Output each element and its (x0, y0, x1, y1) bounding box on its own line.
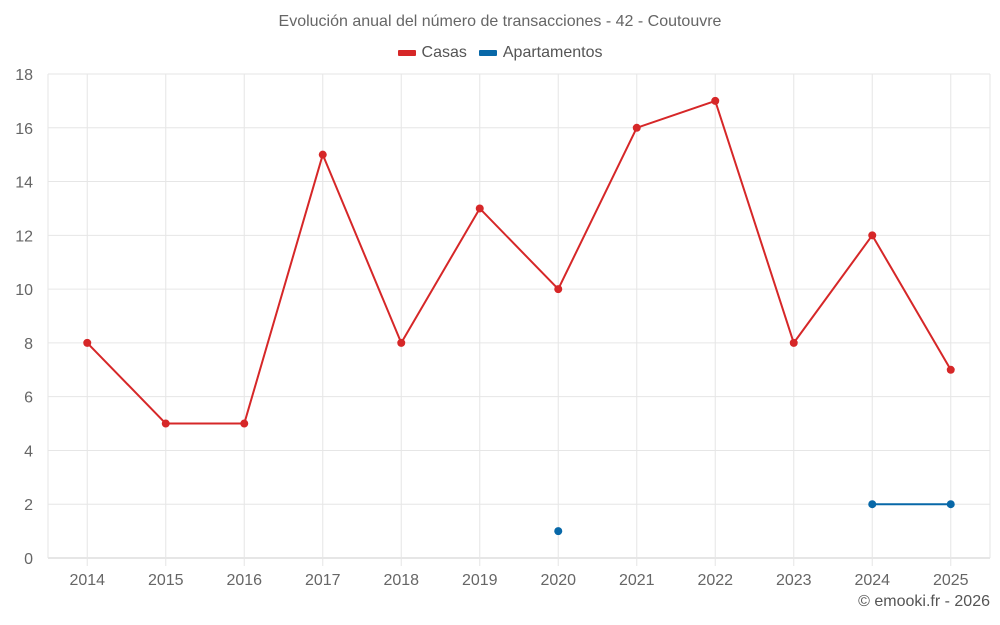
series-line (86, 99, 952, 425)
x-tick-label: 2019 (462, 572, 498, 589)
chart-legend: Casas Apartamentos (0, 44, 1000, 62)
x-tick-label: 2022 (697, 572, 733, 589)
data-point-marker (554, 285, 563, 294)
y-tick-label: 2 (24, 497, 33, 514)
data-point-marker (397, 338, 406, 347)
data-point-marker (789, 338, 798, 347)
data-point-marker (711, 96, 720, 105)
y-tick-label: 0 (24, 551, 33, 568)
credit-text: © emooki.fr - 2026 (858, 593, 990, 610)
y-tick-label: 16 (15, 121, 33, 138)
chart-title: Evolución anual del número de transaccio… (278, 13, 722, 30)
y-tick-label: 12 (15, 228, 33, 245)
legend-item-casas[interactable]: Casas (397, 44, 467, 62)
x-tick-label: 2020 (540, 572, 576, 589)
data-point-marker (632, 123, 641, 132)
x-tick-label: 2015 (148, 572, 184, 589)
data-point-marker (83, 338, 92, 347)
data-point-marker (946, 500, 955, 509)
data-point-marker (868, 500, 877, 509)
legend-label: Casas (421, 44, 467, 61)
data-point-marker (554, 527, 563, 536)
x-tick-label: 2023 (776, 572, 812, 589)
legend-label: Apartamentos (502, 44, 603, 61)
data-point-marker (946, 365, 955, 374)
x-tick-label: 2016 (226, 572, 262, 589)
data-point-marker (240, 419, 249, 428)
y-tick-label: 10 (15, 282, 33, 299)
data-point-marker (868, 231, 877, 240)
data-point-marker (318, 150, 327, 159)
y-tick-label: 4 (24, 443, 33, 460)
x-tick-label: 2014 (69, 572, 105, 589)
x-tick-label: 2018 (383, 572, 419, 589)
x-tick-label: 2025 (933, 572, 969, 589)
legend-item-apartamentos[interactable]: Apartamentos (478, 44, 603, 62)
y-tick-label: 18 (15, 67, 33, 84)
y-tick-label: 8 (24, 336, 33, 353)
y-tick-label: 6 (24, 390, 33, 407)
legend-swatch-icon (478, 50, 497, 56)
x-tick-label: 2024 (854, 572, 890, 589)
data-point-marker (161, 419, 170, 428)
x-tick-label: 2021 (619, 572, 655, 589)
data-point-marker (475, 204, 484, 213)
y-tick-label: 14 (15, 175, 33, 192)
x-tick-label: 2017 (305, 572, 341, 589)
legend-swatch-icon (397, 50, 416, 56)
